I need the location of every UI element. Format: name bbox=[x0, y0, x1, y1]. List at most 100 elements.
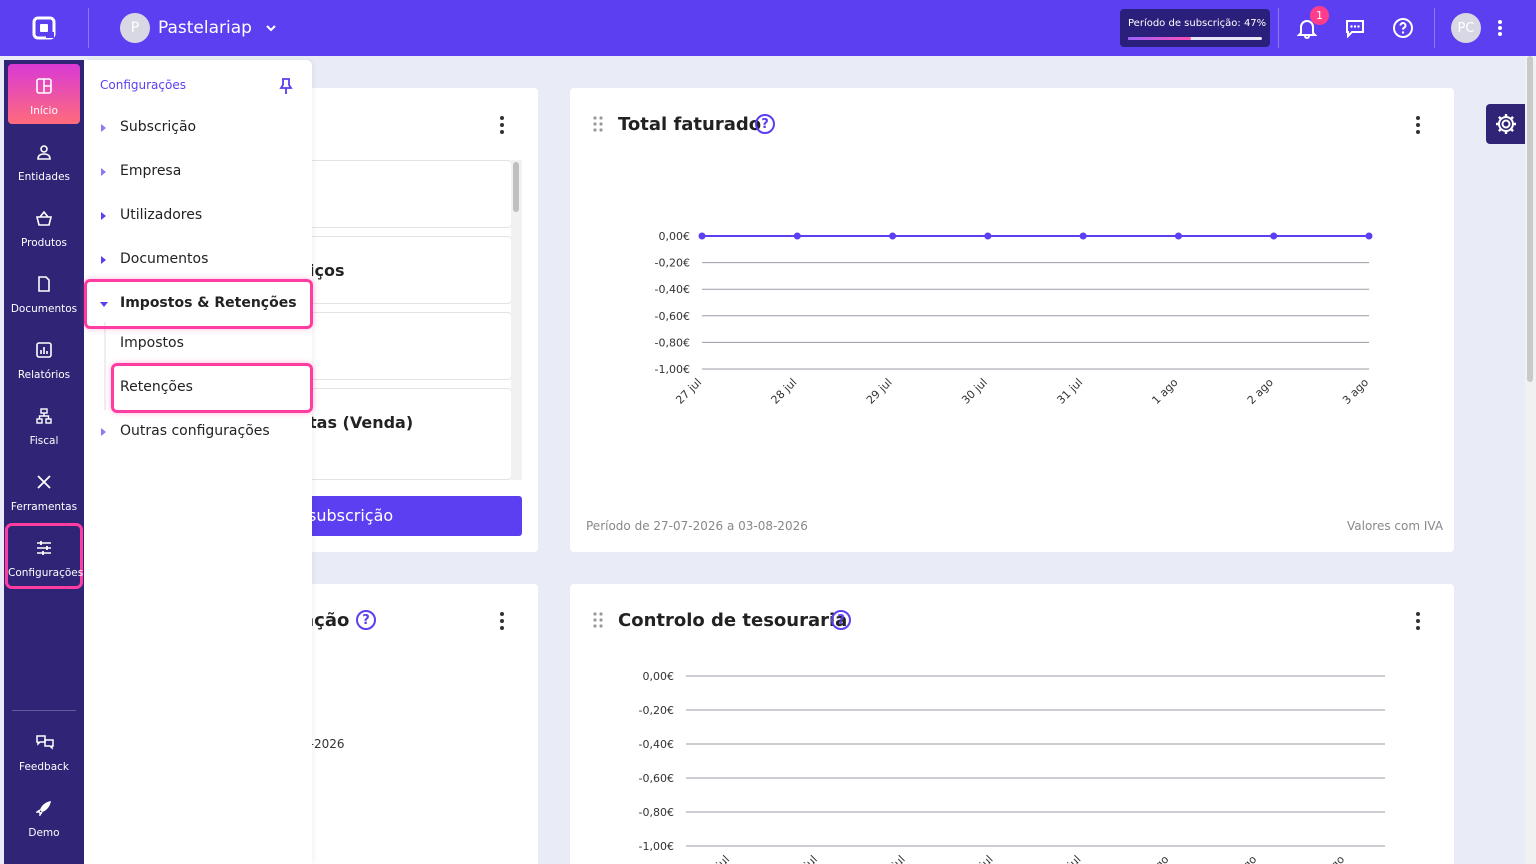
x-tick-label: jul bbox=[801, 853, 820, 864]
nav-label: Produtos bbox=[21, 237, 67, 249]
list-scrollbar[interactable] bbox=[511, 160, 522, 480]
menu-impostos-retencoes[interactable]: Impostos & Retenções bbox=[84, 282, 312, 326]
divider bbox=[1434, 8, 1435, 48]
chevron-down-icon bbox=[266, 25, 276, 32]
x-tick-label: 28 jul bbox=[769, 376, 800, 407]
help-icon[interactable]: ? bbox=[356, 610, 376, 630]
user-avatar[interactable]: PC bbox=[1451, 13, 1481, 43]
expand-icon bbox=[101, 168, 106, 176]
menu-empresa[interactable]: Empresa bbox=[84, 150, 312, 194]
nav-relatorios[interactable]: Relatórios bbox=[8, 328, 80, 388]
vat-note: Valores com IVA bbox=[1347, 519, 1444, 533]
hierarchy-icon bbox=[36, 408, 52, 424]
y-tick-label: -0,80€ bbox=[655, 336, 690, 349]
customize-button[interactable] bbox=[1486, 104, 1526, 144]
nav-label: Documentos bbox=[10, 303, 78, 315]
card-title: Controlo de tesouraria bbox=[618, 610, 848, 631]
main-navigation: Início Entidades Produtos Documentos Rel… bbox=[4, 60, 84, 864]
list-item-label: tas (Venda) bbox=[309, 413, 414, 432]
menu-subscricao[interactable]: Subscrição bbox=[84, 106, 312, 150]
period-text: Período de 27-07-2026 a 03-08-2026 bbox=[586, 519, 808, 533]
menu-retencoes[interactable]: Retenções bbox=[84, 366, 312, 410]
notifications-button[interactable] bbox=[1293, 14, 1321, 42]
menu-utilizadores[interactable]: Utilizadores bbox=[84, 194, 312, 238]
card-title: ação bbox=[302, 610, 350, 631]
nav-ferramentas[interactable]: Ferramentas bbox=[8, 460, 80, 520]
page-scroll-thumb[interactable] bbox=[1527, 56, 1533, 382]
help-icon[interactable]: ? bbox=[831, 610, 851, 630]
notification-badge: 1 bbox=[1310, 6, 1329, 25]
button-label: subscrição bbox=[308, 506, 394, 525]
basket-icon bbox=[36, 210, 52, 226]
nav-label: Demo bbox=[28, 827, 60, 839]
nav-label: Fiscal bbox=[29, 435, 59, 447]
help-button[interactable] bbox=[1389, 14, 1417, 42]
drag-handle-icon[interactable] bbox=[593, 612, 603, 628]
card-menu-icon[interactable] bbox=[500, 612, 506, 630]
x-tick-label: 3 ago bbox=[1340, 376, 1371, 407]
divider bbox=[1278, 8, 1279, 48]
card-menu-icon[interactable] bbox=[1416, 116, 1422, 134]
subscription-period[interactable]: Período de subscrição: 47% bbox=[1120, 9, 1270, 47]
more-menu-button[interactable] bbox=[1486, 14, 1514, 42]
pin-icon[interactable] bbox=[278, 77, 294, 95]
y-tick-label: -0,40€ bbox=[639, 738, 674, 751]
x-tick-label: go bbox=[1153, 853, 1172, 864]
y-tick-label: 0,00€ bbox=[659, 230, 691, 243]
menu-documentos[interactable]: Documentos bbox=[84, 238, 312, 282]
nav-fiscal[interactable]: Fiscal bbox=[8, 394, 80, 454]
data-point bbox=[793, 232, 801, 240]
messages-button[interactable] bbox=[1341, 14, 1369, 42]
flyout-title: Configurações bbox=[100, 78, 186, 92]
company-avatar: P bbox=[120, 13, 150, 43]
total-faturado-chart: 0,00€ -0,20€ -0,40€ -0,60€ -0,80€ -1,00€27 ju… bbox=[655, 230, 1373, 407]
company-selector[interactable]: P Pastelariap bbox=[120, 13, 278, 43]
y-tick-label: -0,40€ bbox=[655, 283, 690, 296]
card-menu-icon[interactable] bbox=[500, 116, 506, 134]
y-tick-label: 0,00€ bbox=[643, 670, 675, 683]
page-scrollbar[interactable] bbox=[1525, 56, 1536, 864]
x-tick-label: 29 jul bbox=[864, 376, 895, 407]
sliders-icon bbox=[37, 541, 51, 555]
menu-impostos[interactable]: Impostos bbox=[84, 322, 312, 366]
nav-inicio[interactable]: Início bbox=[8, 64, 80, 124]
data-point bbox=[984, 232, 992, 240]
card-menu-icon[interactable] bbox=[1416, 612, 1422, 630]
y-tick-label: -0,60€ bbox=[639, 772, 674, 785]
x-tick-label: jul bbox=[889, 853, 908, 864]
app-logo-icon[interactable] bbox=[30, 14, 58, 42]
scroll-thumb[interactable] bbox=[513, 162, 519, 212]
x-tick-label: 1 ago bbox=[1149, 376, 1180, 407]
y-tick-label: -0,60€ bbox=[655, 310, 690, 323]
data-point bbox=[1174, 232, 1182, 240]
data-point bbox=[1365, 232, 1373, 240]
x-tick-label: 31 jul bbox=[1054, 376, 1085, 407]
x-tick-label: jul bbox=[713, 853, 732, 864]
feedback-icon bbox=[36, 735, 54, 750]
data-point bbox=[889, 232, 897, 240]
chart-icon bbox=[36, 342, 52, 358]
nav-entidades[interactable]: Entidades bbox=[8, 130, 80, 190]
y-tick-label: -1,00€ bbox=[639, 840, 674, 853]
divider bbox=[88, 8, 89, 48]
nav-label: Início bbox=[30, 105, 58, 117]
rocket-icon bbox=[36, 801, 51, 816]
nav-demo[interactable]: Demo bbox=[8, 786, 80, 846]
nav-feedback[interactable]: Feedback bbox=[8, 720, 80, 780]
menu-label: Impostos bbox=[120, 335, 184, 351]
bell-icon bbox=[1296, 20, 1318, 39]
drag-handle-icon[interactable] bbox=[593, 116, 603, 132]
nav-produtos[interactable]: Produtos bbox=[8, 196, 80, 256]
nav-documentos[interactable]: Documentos bbox=[8, 262, 80, 322]
help-icon[interactable]: ? bbox=[755, 114, 775, 134]
data-point bbox=[698, 232, 706, 240]
card-title: Total faturado bbox=[618, 114, 762, 135]
menu-label: Impostos & Retenções bbox=[120, 295, 297, 311]
highlight-impostos-retencoes bbox=[84, 279, 313, 329]
subscription-label: Período de subscrição: 47% bbox=[1128, 18, 1267, 29]
highlight-retencoes bbox=[111, 363, 313, 413]
menu-outras-configuracoes[interactable]: Outras configurações bbox=[84, 410, 312, 454]
y-tick-label: -0,20€ bbox=[655, 257, 690, 270]
menu-label: Outras configurações bbox=[120, 423, 270, 439]
nav-configuracoes[interactable]: Configurações bbox=[8, 526, 83, 586]
